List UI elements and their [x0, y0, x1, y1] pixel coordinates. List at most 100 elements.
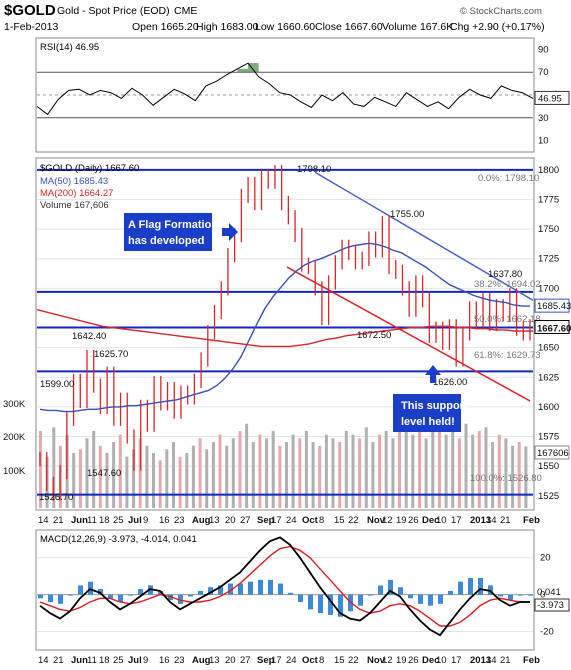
flag-note-box: [124, 213, 212, 251]
volume-last-value: 167606: [537, 448, 569, 459]
volume-bar: [404, 423, 408, 508]
macd-title: MACD(12,26,9) -3.973, -4.014, 0.041: [40, 534, 197, 545]
flag-upper-trendline: [314, 171, 534, 301]
x-axis-label: Jul: [128, 515, 142, 526]
volume-bar: [338, 442, 342, 508]
price-legend: MA(50) 1685.43 MA(200) 1664.27 Volume 16…: [40, 176, 113, 211]
volume-bar: [105, 453, 109, 508]
volume-bar: [278, 445, 282, 508]
x-axis-label: 14: [38, 515, 49, 526]
macd-histogram-bar: [338, 594, 343, 617]
x-axis-label-macd: 14: [38, 655, 49, 666]
volume-bar: [191, 445, 195, 508]
rsi-last-value-box: [534, 90, 570, 105]
macd-histogram-bar: [438, 594, 443, 604]
price-panel: 1800 1775 1750 1725 1700 1650 1625 1600 1575 1550…: [3, 157, 571, 511]
macd-histogram-bar: [98, 589, 103, 595]
macd-histogram-bar: [258, 579, 263, 595]
volume-bar: [398, 427, 401, 508]
macd-tick-label: 20: [540, 553, 551, 564]
x-axis-label: 21: [53, 515, 64, 526]
volume-last-box: [534, 445, 570, 460]
price-tick-label: 1600: [538, 402, 559, 413]
volume-bar: [158, 460, 162, 508]
macd-histogram-bar: [458, 581, 463, 595]
label-high-1637: 1637.80: [488, 269, 522, 280]
volume-bar: [211, 442, 215, 508]
macd-frame: [35, 529, 535, 651]
macd-histogram-bar: [388, 579, 393, 595]
macd-histogram-bar: [328, 594, 333, 615]
volume-bar: [497, 434, 501, 508]
volume-bar: [145, 445, 149, 508]
rsi-panel: RSI(14) 46.95 9070503010 46.95: [35, 37, 570, 153]
x-axis-label-macd: 22: [348, 655, 359, 666]
fib-0: 0.0%: 1798.10: [478, 173, 539, 184]
volume-bar: [451, 431, 455, 508]
x-axis-label: 24: [286, 515, 297, 526]
volume-bar: [165, 449, 169, 508]
x-axis-label-macd: 25: [113, 655, 124, 666]
macd-histogram-bar: [478, 578, 483, 595]
brand-watermark: © StockCharts.com: [460, 6, 542, 17]
label-low-1626: 1626.00: [433, 377, 467, 388]
x-axis-label: Nov: [367, 515, 386, 526]
volume-bar: [78, 449, 82, 508]
x-axis-label: 11: [87, 515, 97, 526]
macd-histogram-bar: [118, 594, 123, 602]
x-axis-label-macd: 21: [53, 655, 64, 666]
x-axis-label-macd: Jun: [71, 655, 88, 666]
macd-histogram-bar: [248, 581, 253, 595]
macd-histogram-bar: [188, 594, 193, 597]
volume-bar: [271, 431, 275, 508]
x-axis-label-macd: 15: [334, 655, 345, 666]
x-axis-label: 10: [436, 515, 447, 526]
legend-ma50: MA(50) 1685.43: [40, 176, 108, 187]
flag-note-line1: A Flag Formation: [128, 219, 218, 231]
macd-histogram-bar: [178, 594, 183, 604]
label-high-1755: 1755.00: [390, 209, 424, 220]
macd-histogram-bar: [78, 585, 83, 595]
rsi-last-value: 46.95: [538, 93, 562, 104]
x-axis-label: 9: [143, 515, 148, 526]
price-tick-label: 1550: [538, 461, 559, 472]
x-axis-label: 21: [500, 515, 511, 526]
volume-value: Volume 167.6K: [382, 21, 453, 33]
macd-histogram-bar: [398, 587, 403, 595]
macd-hist-last: 0.041: [537, 587, 561, 598]
x-axis-label: 27: [240, 515, 251, 526]
volume-bar: [431, 427, 435, 508]
support-note-box: [393, 394, 461, 432]
label-peak: 1798.10: [297, 164, 331, 175]
x-axis-label-macd: 16: [159, 655, 170, 666]
x-axis-label: 15: [334, 515, 345, 526]
x-axis-label: 18: [99, 515, 110, 526]
x-axis-label-macd: 11: [87, 655, 97, 666]
instrument-name: Gold - Spot Price (EOD): [57, 5, 170, 17]
volume-bar: [198, 438, 202, 508]
volume-bar: [245, 423, 249, 508]
macd-panel: MACD(12,26,9) -3.973, -4.014, 0.041 200-…: [35, 529, 570, 651]
macd-histogram-bar: [58, 594, 63, 604]
x-axis-label-macd: 19: [396, 655, 407, 666]
change-value: Chg +2.90 (+0.17%): [450, 21, 545, 33]
x-axis-label-macd: 21: [500, 655, 511, 666]
rsi-tick-label: 10: [538, 136, 549, 147]
x-axis-label-macd: 24: [286, 655, 297, 666]
rsi-overbought-fill: [248, 63, 259, 73]
low-value: Low 1660.60: [255, 21, 315, 33]
flag-note-line2: has developed: [128, 235, 204, 247]
macd-histogram-bar: [88, 581, 93, 595]
support-note-line2: level held!: [401, 416, 455, 428]
arrow-up-icon: [425, 365, 441, 383]
x-axis-label-macd: Jul: [128, 655, 142, 666]
x-axis-label: 22: [348, 515, 359, 526]
volume-bar: [484, 427, 488, 508]
x-axis-label: 13: [209, 515, 220, 526]
volume-bar: [265, 438, 269, 508]
volume-bar: [205, 449, 209, 508]
high-value: High 1683.00: [196, 21, 259, 33]
x-axis-label-macd: 13: [209, 655, 220, 666]
x-axis-label: Aug: [192, 515, 211, 526]
volume-bar: [138, 438, 142, 508]
